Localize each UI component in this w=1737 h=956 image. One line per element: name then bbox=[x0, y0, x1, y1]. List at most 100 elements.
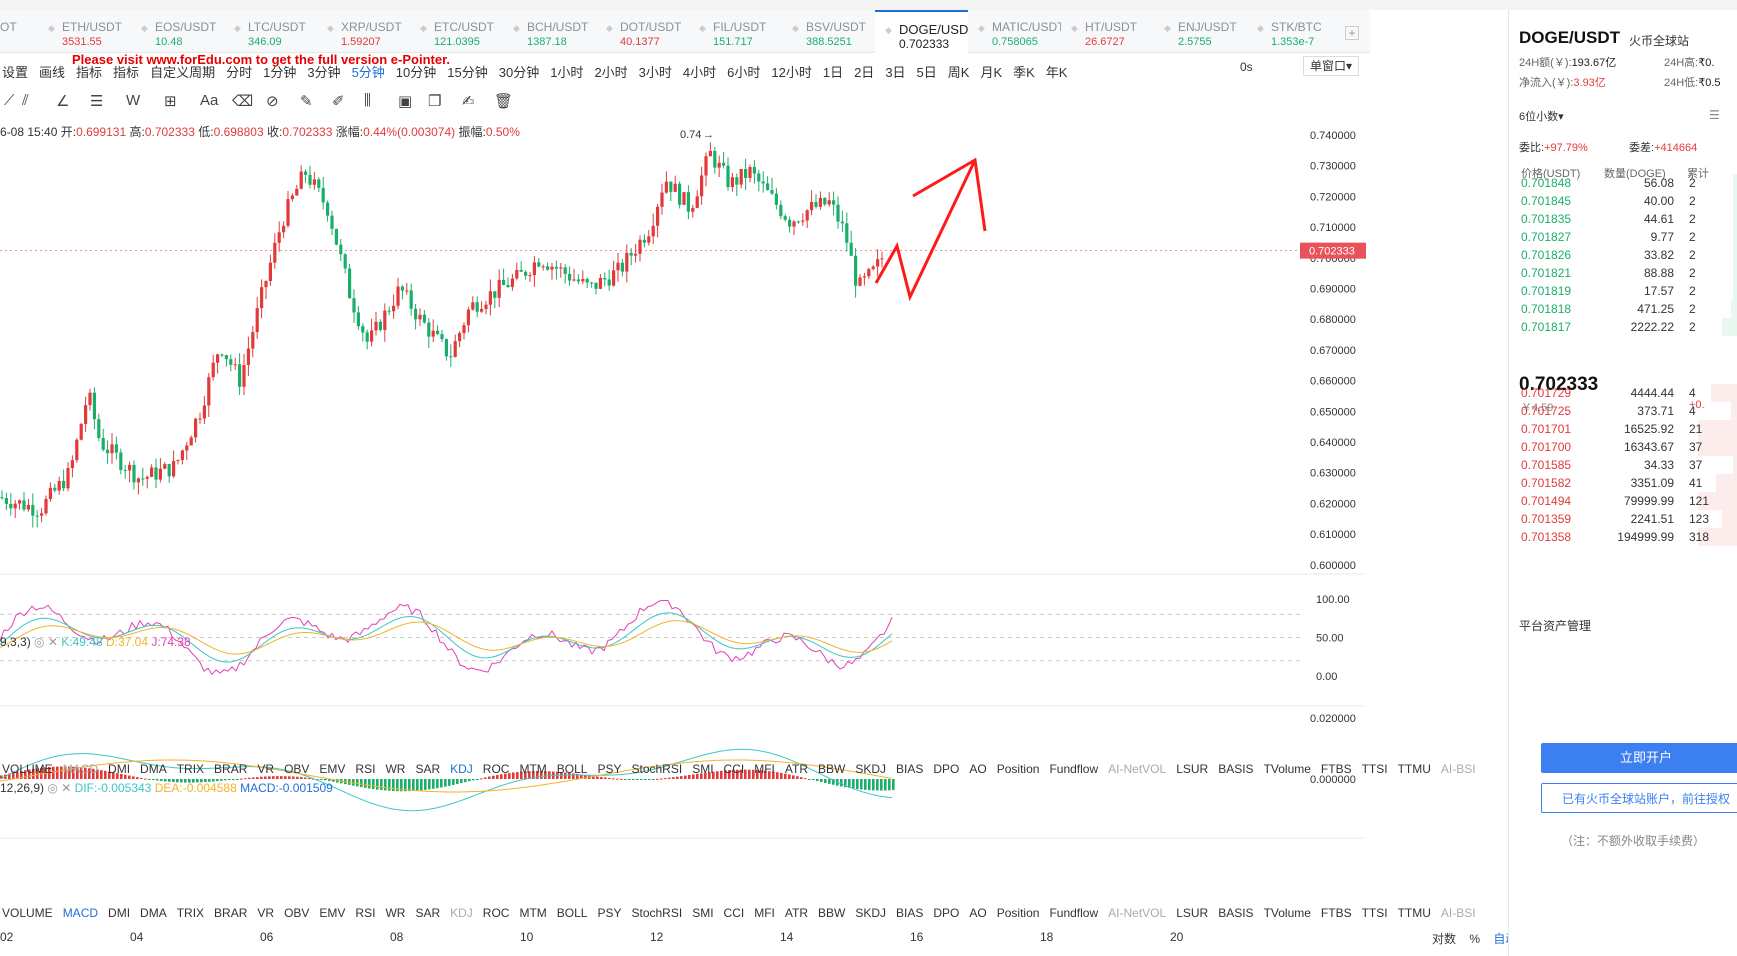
toolbar-item[interactable]: 自定义周期 bbox=[150, 64, 216, 80]
indicator-tab[interactable]: SKDJ bbox=[855, 762, 887, 776]
indicator-tab[interactable]: DMA bbox=[140, 762, 167, 776]
candlestick-chart[interactable]: 0.7400000.7300000.7200000.7100000.700000… bbox=[0, 0, 1370, 956]
indicator-tab[interactable]: MFI bbox=[754, 906, 775, 920]
indicator-tab[interactable]: Position bbox=[996, 762, 1040, 776]
toolbar-item[interactable]: 6小时 bbox=[727, 64, 761, 80]
close-icon[interactable]: ✕ bbox=[47, 635, 58, 649]
layout-icon[interactable]: ☰ bbox=[1709, 108, 1720, 122]
toolbar-item[interactable]: 分时 bbox=[226, 64, 253, 80]
indicator-tab[interactable]: EMV bbox=[319, 762, 346, 776]
indicator-tab[interactable]: TTSI bbox=[1361, 762, 1388, 776]
symbol-tab[interactable]: ◆ ETH/USDT 3531.55 bbox=[38, 10, 131, 53]
indicator-tab[interactable]: KDJ bbox=[450, 762, 473, 776]
indicator-tab[interactable]: SMI bbox=[692, 906, 714, 920]
indicator-tab[interactable]: MACD bbox=[62, 762, 99, 776]
toolbar-item[interactable]: 30分钟 bbox=[498, 64, 540, 80]
toolbar-item[interactable]: 设置 bbox=[2, 64, 29, 80]
indicator-tab[interactable]: TTMU bbox=[1397, 906, 1431, 920]
add-tab-button[interactable]: + bbox=[1345, 26, 1359, 40]
indicator-tab[interactable]: ROC bbox=[482, 762, 510, 776]
indicator-tab[interactable]: WR bbox=[385, 762, 406, 776]
indicator-tab[interactable]: ATR bbox=[784, 762, 808, 776]
indicator-tab[interactable]: BRAR bbox=[214, 906, 248, 920]
eraser-icon[interactable]: ⌫ bbox=[232, 93, 254, 110]
indicator-tab[interactable]: VOLUME bbox=[2, 762, 53, 776]
order-book-row[interactable]: 0.701845 40.00 2 bbox=[1509, 191, 1737, 211]
close-icon[interactable]: ✕ bbox=[61, 781, 72, 795]
window-mode-select[interactable]: 单窗口▾ bbox=[1303, 56, 1359, 76]
indicator-tab[interactable]: SAR bbox=[415, 762, 441, 776]
order-book-row[interactable]: 0.701819 17.57 2 bbox=[1509, 281, 1737, 301]
indicator-tab[interactable]: Position bbox=[996, 906, 1040, 920]
indicator-tab[interactable]: LSUR bbox=[1176, 906, 1209, 920]
indicator-tab[interactable]: DMI bbox=[108, 762, 131, 776]
bars-icon[interactable]: ⫼ bbox=[364, 92, 371, 109]
toolbar-item[interactable]: 1日 bbox=[822, 64, 844, 80]
indicator-tab[interactable]: LSUR bbox=[1176, 762, 1209, 776]
indicator-tab[interactable]: StochRSI bbox=[631, 906, 683, 920]
toolbar-item[interactable]: 12小时 bbox=[771, 64, 812, 80]
symbol-tab[interactable]: ◆ MATIC/USDT 0.758065 bbox=[968, 10, 1061, 53]
order-book-row[interactable]: 0.701725 373.71 4 bbox=[1509, 401, 1737, 421]
indicator-tab[interactable]: BIAS bbox=[896, 762, 924, 776]
authorize-account-button[interactable]: 已有火币全球站账户，前往授权 bbox=[1541, 783, 1737, 813]
indicator-tab[interactable]: BOLL bbox=[556, 906, 588, 920]
indicator-tab[interactable]: BIAS bbox=[896, 906, 924, 920]
indicator-tab[interactable]: DPO bbox=[933, 762, 960, 776]
order-book-row[interactable]: 0.701826 33.82 2 bbox=[1509, 245, 1737, 265]
ruler-icon[interactable]: ✎ bbox=[300, 93, 313, 110]
indicator-tab[interactable]: FTBS bbox=[1320, 906, 1352, 920]
brush-icon[interactable]: ✐ bbox=[332, 93, 345, 110]
indicator-tab[interactable]: MTM bbox=[519, 906, 547, 920]
toolbar-item[interactable]: 2日 bbox=[854, 64, 875, 80]
decimals-select[interactable]: 6位小数▾ bbox=[1519, 111, 1564, 123]
indicator-tab[interactable]: AI-BSI bbox=[1440, 906, 1476, 920]
order-book-row[interactable]: 0.701582 3351.09 41 bbox=[1509, 473, 1737, 493]
indicator-tab[interactable]: DPO bbox=[933, 906, 960, 920]
angle-icon[interactable]: ∠ bbox=[56, 93, 70, 110]
order-book-row[interactable]: 0.701494 79999.99 121 bbox=[1509, 491, 1737, 511]
symbol-tab[interactable]: ◆ HT/USDT 26.6727 bbox=[1061, 10, 1154, 53]
settings-icon[interactable]: ◎ bbox=[34, 635, 45, 649]
indicator-tab[interactable]: BASIS bbox=[1218, 762, 1254, 776]
indicator-tab[interactable]: FTBS bbox=[1320, 762, 1352, 776]
symbol-tab[interactable]: ◆ LTC/USDT 346.09 bbox=[224, 10, 317, 53]
order-book-row[interactable]: 0.701817 2222.22 2 bbox=[1509, 317, 1737, 337]
indicator-tab[interactable]: BASIS bbox=[1218, 906, 1254, 920]
toolbar-item[interactable]: 4小时 bbox=[682, 64, 717, 80]
symbol-tab[interactable]: ◆ DOT/USDT 40.1377 bbox=[596, 10, 689, 53]
note-icon[interactable]: ✍ bbox=[462, 93, 475, 110]
indicator-tab[interactable]: VOLUME bbox=[2, 906, 53, 920]
indicator-tab[interactable]: PSY bbox=[597, 762, 622, 776]
toolbar-item[interactable]: 10分钟 bbox=[395, 64, 437, 80]
open-account-button[interactable]: 立即开户 bbox=[1541, 743, 1737, 773]
indicator-tab[interactable]: MACD bbox=[62, 906, 99, 920]
order-book-row[interactable]: 0.701729 4444.44 4 bbox=[1509, 383, 1737, 403]
indicator-tab[interactable]: BBW bbox=[818, 906, 846, 920]
indicator-tab[interactable]: OBV bbox=[284, 906, 310, 920]
indicator-tab[interactable]: SAR bbox=[415, 906, 441, 920]
indicator-tab[interactable]: BBW bbox=[818, 762, 846, 776]
indicator-tab[interactable]: VR bbox=[257, 762, 275, 776]
indicator-tab[interactable]: SKDJ bbox=[855, 906, 887, 920]
symbol-tab[interactable]: ◆ BCH/USDT 1387.18 bbox=[503, 10, 596, 53]
text-icon[interactable]: Aa bbox=[200, 92, 219, 109]
toolbar-item[interactable]: 3小时 bbox=[638, 64, 672, 80]
indicator-tab[interactable]: WR bbox=[385, 906, 406, 920]
indicator-tab[interactable]: SMI bbox=[692, 762, 714, 776]
toolbar-item[interactable]: 年K bbox=[1045, 64, 1068, 80]
indicator-tab[interactable]: DMI bbox=[108, 906, 131, 920]
indicator-tab[interactable]: ROC bbox=[482, 906, 510, 920]
symbol-tab[interactable]: OT bbox=[0, 10, 38, 53]
magnet-icon[interactable]: ⊘ bbox=[266, 93, 279, 110]
cursor-icon[interactable]: ⟋ bbox=[4, 92, 15, 109]
toolbar-item[interactable]: 2小时 bbox=[594, 64, 628, 80]
indicator-tab[interactable]: PSY bbox=[597, 906, 622, 920]
indicator-tab[interactable]: OBV bbox=[284, 762, 310, 776]
toolbar-item[interactable]: 周K bbox=[947, 64, 970, 80]
indicator-tab[interactable]: AO bbox=[969, 762, 987, 776]
indicator-tab[interactable]: ATR bbox=[784, 906, 808, 920]
toolbar-item[interactable]: 画线 bbox=[39, 64, 66, 80]
symbol-tab[interactable]: ◆ ETC/USDT 121.0395 bbox=[410, 10, 503, 53]
